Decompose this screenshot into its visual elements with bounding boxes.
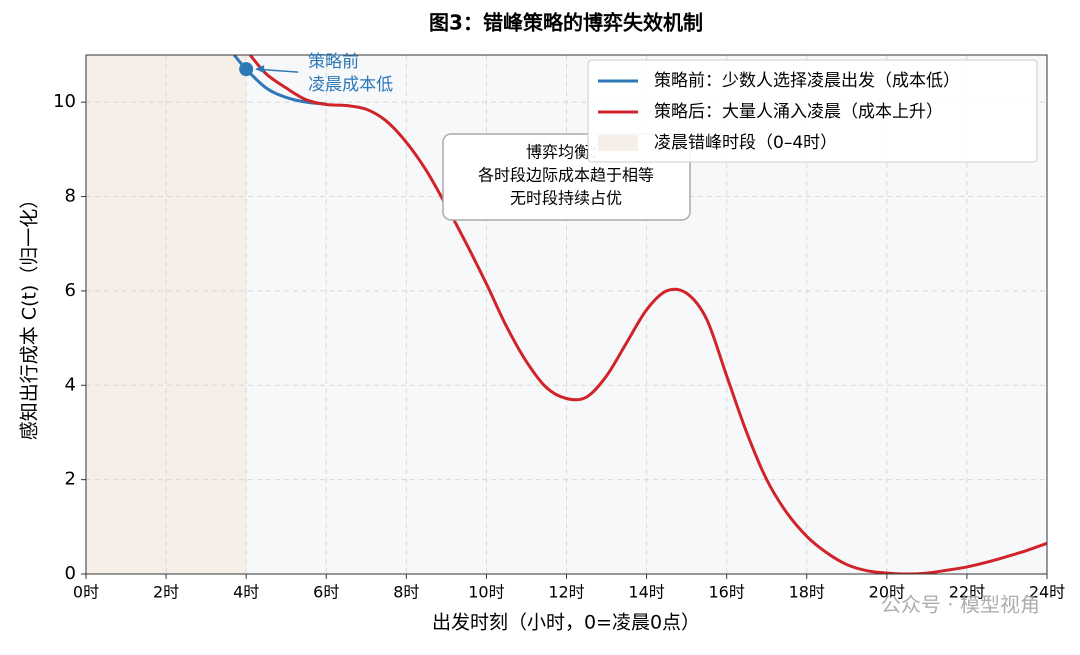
x-tick-label: 24时 — [1029, 583, 1065, 602]
legend-label: 凌晨错峰时段（0–4时） — [654, 133, 837, 153]
y-tick-label: 0 — [65, 563, 76, 584]
x-tick-label: 12时 — [548, 583, 584, 602]
x-tick-label: 20时 — [869, 583, 905, 602]
y-tick-label: 2 — [65, 469, 76, 490]
legend-label: 策略后：大量人涌入凌晨（成本上升） — [654, 102, 943, 122]
plot-area — [86, 55, 1047, 574]
annotation-text: 无时段持续占优 — [510, 189, 622, 208]
annotation-arrowhead — [255, 65, 265, 74]
x-tick-label: 10时 — [468, 583, 504, 602]
x-tick-label: 22时 — [949, 583, 985, 602]
annotation-text: 策略前 — [308, 52, 359, 72]
x-tick-label: 8时 — [393, 583, 419, 602]
annotation-point — [239, 62, 254, 77]
x-axis-label: 出发时刻（小时，0=凌晨0点） — [432, 612, 700, 634]
y-tick-label: 10 — [53, 91, 76, 112]
x-tick-label: 16时 — [708, 583, 744, 602]
plot-frame — [85, 54, 1048, 575]
y-tick-label: 8 — [65, 186, 76, 207]
y-axis-label: 感知出行成本 C(t)（归一化） — [19, 190, 41, 441]
legend-swatch — [598, 135, 638, 151]
annotation-text: 各时段边际成本趋于相等 — [478, 166, 654, 185]
watermark: 公众号 · 模型视角 — [881, 593, 1040, 617]
x-tick-label: 18时 — [789, 583, 825, 602]
legend-box — [587, 59, 1038, 163]
legend-label: 策略前：少数人选择凌晨出发（成本低） — [654, 71, 960, 91]
y-tick-label: 6 — [65, 280, 76, 301]
chart-title: 图3：错峰策略的博弈失效机制 — [429, 11, 703, 35]
annotation-text: 凌晨成本低 — [308, 75, 393, 95]
x-tick-label: 2时 — [153, 583, 179, 602]
x-tick-label: 4时 — [233, 583, 259, 602]
annotation-text: 博弈均衡： — [526, 143, 606, 162]
y-tick-label: 4 — [65, 374, 76, 395]
x-tick-label: 6时 — [313, 583, 339, 602]
x-tick-label: 0时 — [73, 583, 99, 602]
x-tick-label: 14时 — [628, 583, 664, 602]
